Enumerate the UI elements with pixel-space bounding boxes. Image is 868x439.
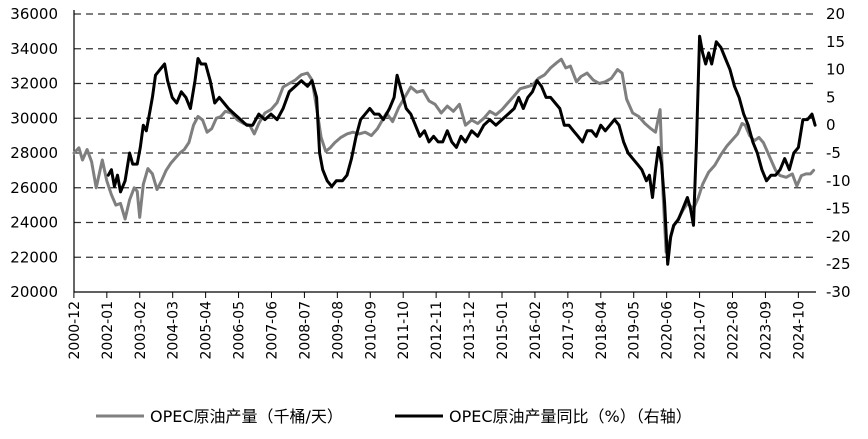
series-line-yoy: [106, 34, 817, 266]
left-tick-label: 30000: [10, 109, 58, 127]
right-tick-label: -15: [826, 200, 851, 218]
x-tick-label: 2013-12: [462, 301, 478, 360]
x-tick-label: 2023-09: [758, 301, 774, 360]
x-tick-label: 2021-07: [693, 301, 709, 360]
legend-label-production: OPEC原油产量（千桶/天）: [150, 407, 343, 426]
right-axis-ticks: 20 15 10 5 0 -5 -10 -15 -20 -25 -30: [826, 5, 851, 301]
x-tick-label: 2006-05: [232, 301, 248, 360]
left-tick-label: 32000: [10, 75, 58, 93]
right-tick-label: -30: [826, 283, 851, 301]
right-tick-label: 20: [826, 5, 845, 23]
right-tick-label: -25: [826, 255, 851, 273]
x-tick-label: 2009-08: [330, 301, 346, 360]
x-tick-label: 2011-10: [396, 301, 412, 360]
left-tick-label: 28000: [10, 144, 58, 162]
x-tick-label: 2007-06: [264, 301, 280, 360]
x-tick-label: 2005-04: [199, 301, 215, 360]
left-tick-label: 36000: [10, 5, 58, 23]
chart-axes: [73, 10, 816, 293]
right-tick-label: -20: [826, 227, 851, 245]
x-axis-ticks: 2000-12 2002-01 2003-02 2004-03 2005-04 2006-…: [67, 292, 807, 360]
x-tick-label: 2008-07: [297, 301, 313, 360]
right-tick-label: 10: [826, 61, 845, 79]
right-tick-label: 0: [826, 116, 836, 134]
right-tick-label: -10: [826, 172, 851, 190]
x-tick-label: 2020-06: [660, 301, 676, 360]
left-tick-label: 22000: [10, 248, 58, 266]
left-tick-label: 24000: [10, 214, 58, 232]
x-tick-label: 2017-03: [561, 301, 577, 360]
left-tick-label: 20000: [10, 283, 58, 301]
left-axis-ticks: 36000 34000 32000 30000 28000 26000 24000 22000…: [10, 5, 58, 301]
x-tick-label: 2002-01: [100, 301, 116, 360]
x-tick-label: 2022-08: [726, 301, 742, 360]
x-tick-label: 2015-01: [495, 301, 511, 360]
series-lines: [72, 34, 817, 266]
right-tick-label: -5: [826, 144, 841, 162]
legend-label-yoy: OPEC原油产量同比（%）（右轴）: [449, 407, 692, 426]
left-tick-label: 34000: [10, 40, 58, 58]
x-tick-label: 2018-04: [594, 301, 610, 360]
x-tick-label: 2012-11: [429, 301, 445, 360]
x-tick-label: 2000-12: [67, 301, 83, 360]
x-tick-label: 2010-09: [363, 301, 379, 360]
x-tick-label: 2003-02: [133, 301, 149, 360]
x-tick-label: 2004-03: [166, 301, 182, 360]
right-tick-label: 5: [826, 88, 836, 106]
x-tick-label: 2019-05: [627, 301, 643, 360]
left-tick-label: 26000: [10, 179, 58, 197]
x-tick-label: 2024-10: [791, 301, 807, 360]
series-line-production: [72, 57, 816, 254]
legend: OPEC原油产量（千桶/天） OPEC原油产量同比（%）（右轴）: [96, 407, 692, 426]
x-tick-label: 2016-02: [528, 301, 544, 360]
right-tick-label: 15: [826, 33, 845, 51]
